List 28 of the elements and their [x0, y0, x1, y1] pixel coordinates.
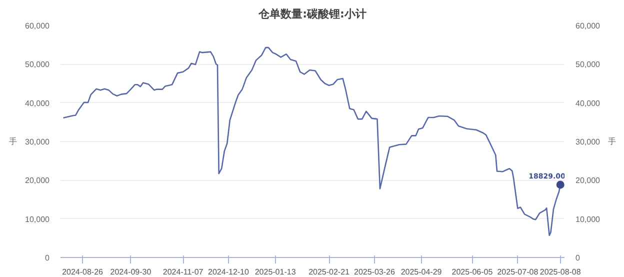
y2-tick-label: 50,000: [576, 60, 601, 70]
x-tick-label: 2025-07-08: [497, 268, 539, 276]
y2-tick-label: 0: [576, 254, 580, 262]
y-tick-label: 30,000: [25, 138, 50, 146]
y2-tick-label: 60,000: [576, 22, 601, 30]
x-tick-label: 2025-01-13: [254, 268, 296, 276]
x-tick-label: 2025-03-26: [354, 268, 396, 276]
x-tick-label: 2025-06-05: [452, 268, 494, 276]
x-tick-label: 2024-11-07: [162, 268, 204, 276]
y2-tick-label: 10,000: [576, 214, 601, 224]
x-tick-label: 2024-12-10: [208, 268, 250, 276]
y-tick-label: 20,000: [25, 176, 50, 186]
y2-tick-label: 20,000: [576, 176, 601, 186]
chart-title: 仓单数量:碳酸锂:小计: [258, 8, 366, 20]
x-tick-label: 2025-08-08: [540, 268, 582, 276]
y-tick-label: 60,000: [25, 22, 50, 30]
x-tick-label: 2024-08-26: [62, 268, 104, 276]
y2-axis-title: 手: [608, 137, 616, 146]
x-tick-label: 2024-09-30: [110, 268, 152, 276]
y-tick-label: 40,000: [25, 98, 50, 108]
y2-tick-label: 30,000: [576, 138, 601, 146]
y-tick-label: 0: [45, 254, 50, 262]
y-axis-title: 手: [9, 137, 18, 146]
y-tick-label: 10,000: [25, 214, 50, 224]
y2-tick-label: 40,000: [576, 98, 601, 108]
x-tick-label: 2025-04-29: [400, 268, 442, 276]
y-tick-label: 50,000: [25, 60, 50, 70]
x-tick-label: 2025-02-21: [308, 268, 350, 276]
